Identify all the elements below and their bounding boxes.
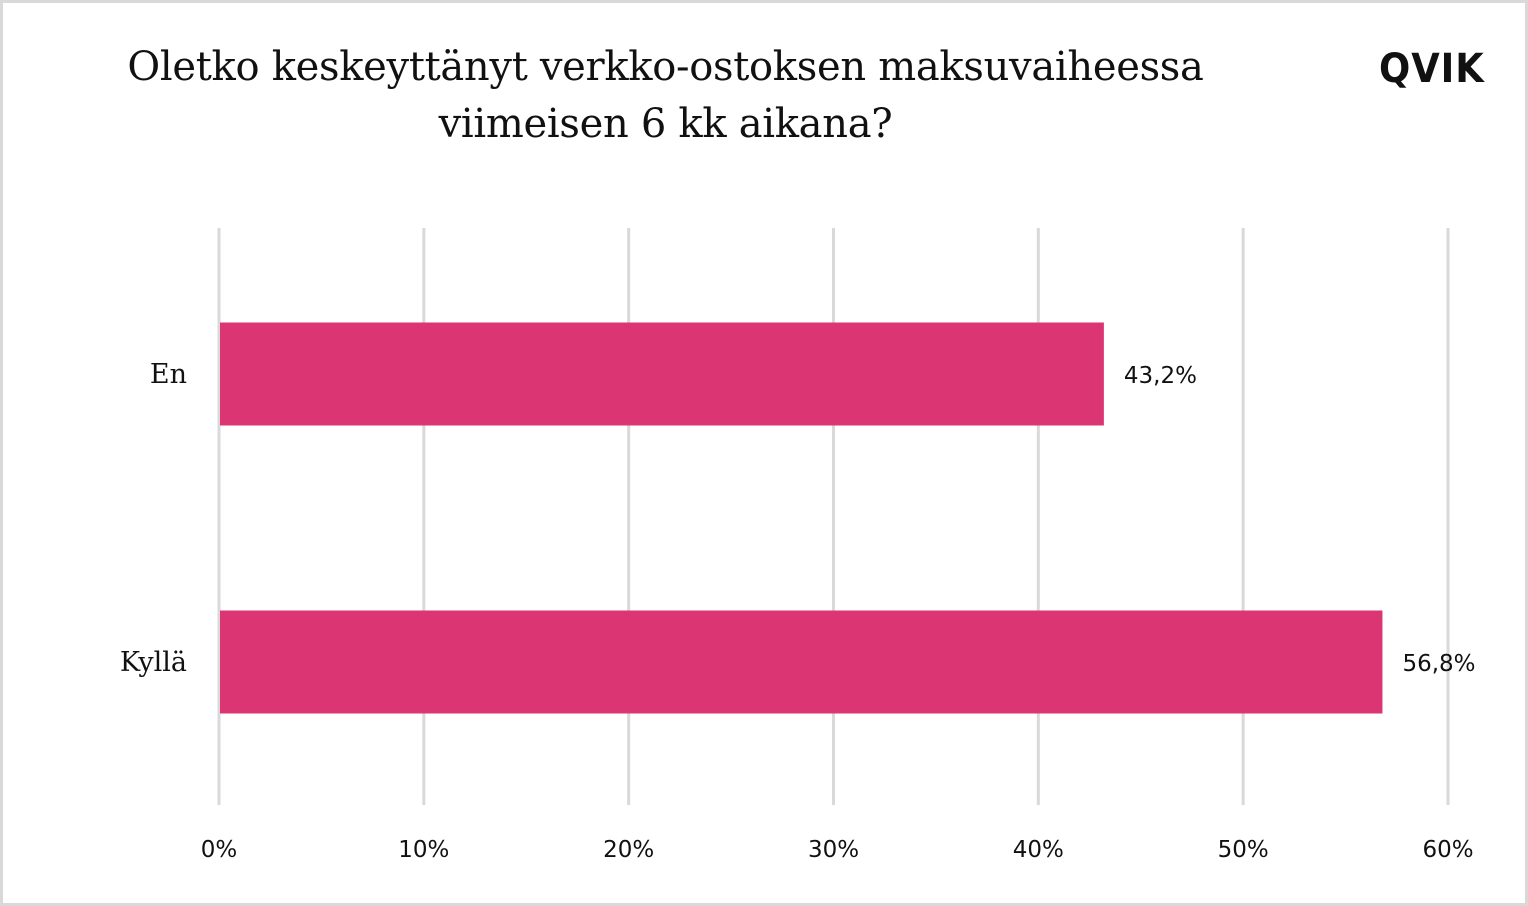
bars bbox=[220, 322, 1383, 714]
x-tick-label-6: 60% bbox=[1422, 837, 1473, 863]
gridlines bbox=[217, 228, 1450, 805]
qvik-logo: QVIK bbox=[1379, 46, 1485, 92]
x-tick-label-2: 20% bbox=[603, 837, 654, 863]
x-tick-label-0: 0% bbox=[201, 837, 238, 863]
data-label-1: 56,8% bbox=[1402, 651, 1475, 677]
data-label-0: 43,2% bbox=[1124, 363, 1197, 389]
x-tick-label-1: 10% bbox=[398, 837, 449, 863]
data-labels: 43,2% 56,8% bbox=[1124, 363, 1476, 677]
x-tick-label-3: 30% bbox=[808, 837, 859, 863]
bar-1 bbox=[220, 610, 1383, 714]
x-tick-label-4: 40% bbox=[1013, 837, 1064, 863]
chart-title-line-1: Oletko keskeyttänyt verkko-ostoksen maks… bbox=[127, 44, 1204, 90]
x-tick-label-5: 50% bbox=[1218, 837, 1269, 863]
bar-0 bbox=[220, 322, 1104, 426]
category-label-1: Kyllä bbox=[120, 647, 187, 678]
chart-title: Oletko keskeyttänyt verkko-ostoksen maks… bbox=[63, 39, 1268, 153]
x-axis-tick-labels: 0% 10% 20% 30% 40% 50% 60% bbox=[201, 837, 1474, 863]
chart-title-line-2: viimeisen 6 kk aikana? bbox=[438, 101, 893, 147]
category-label-0: En bbox=[150, 359, 187, 390]
category-labels: En Kyllä bbox=[120, 359, 187, 678]
